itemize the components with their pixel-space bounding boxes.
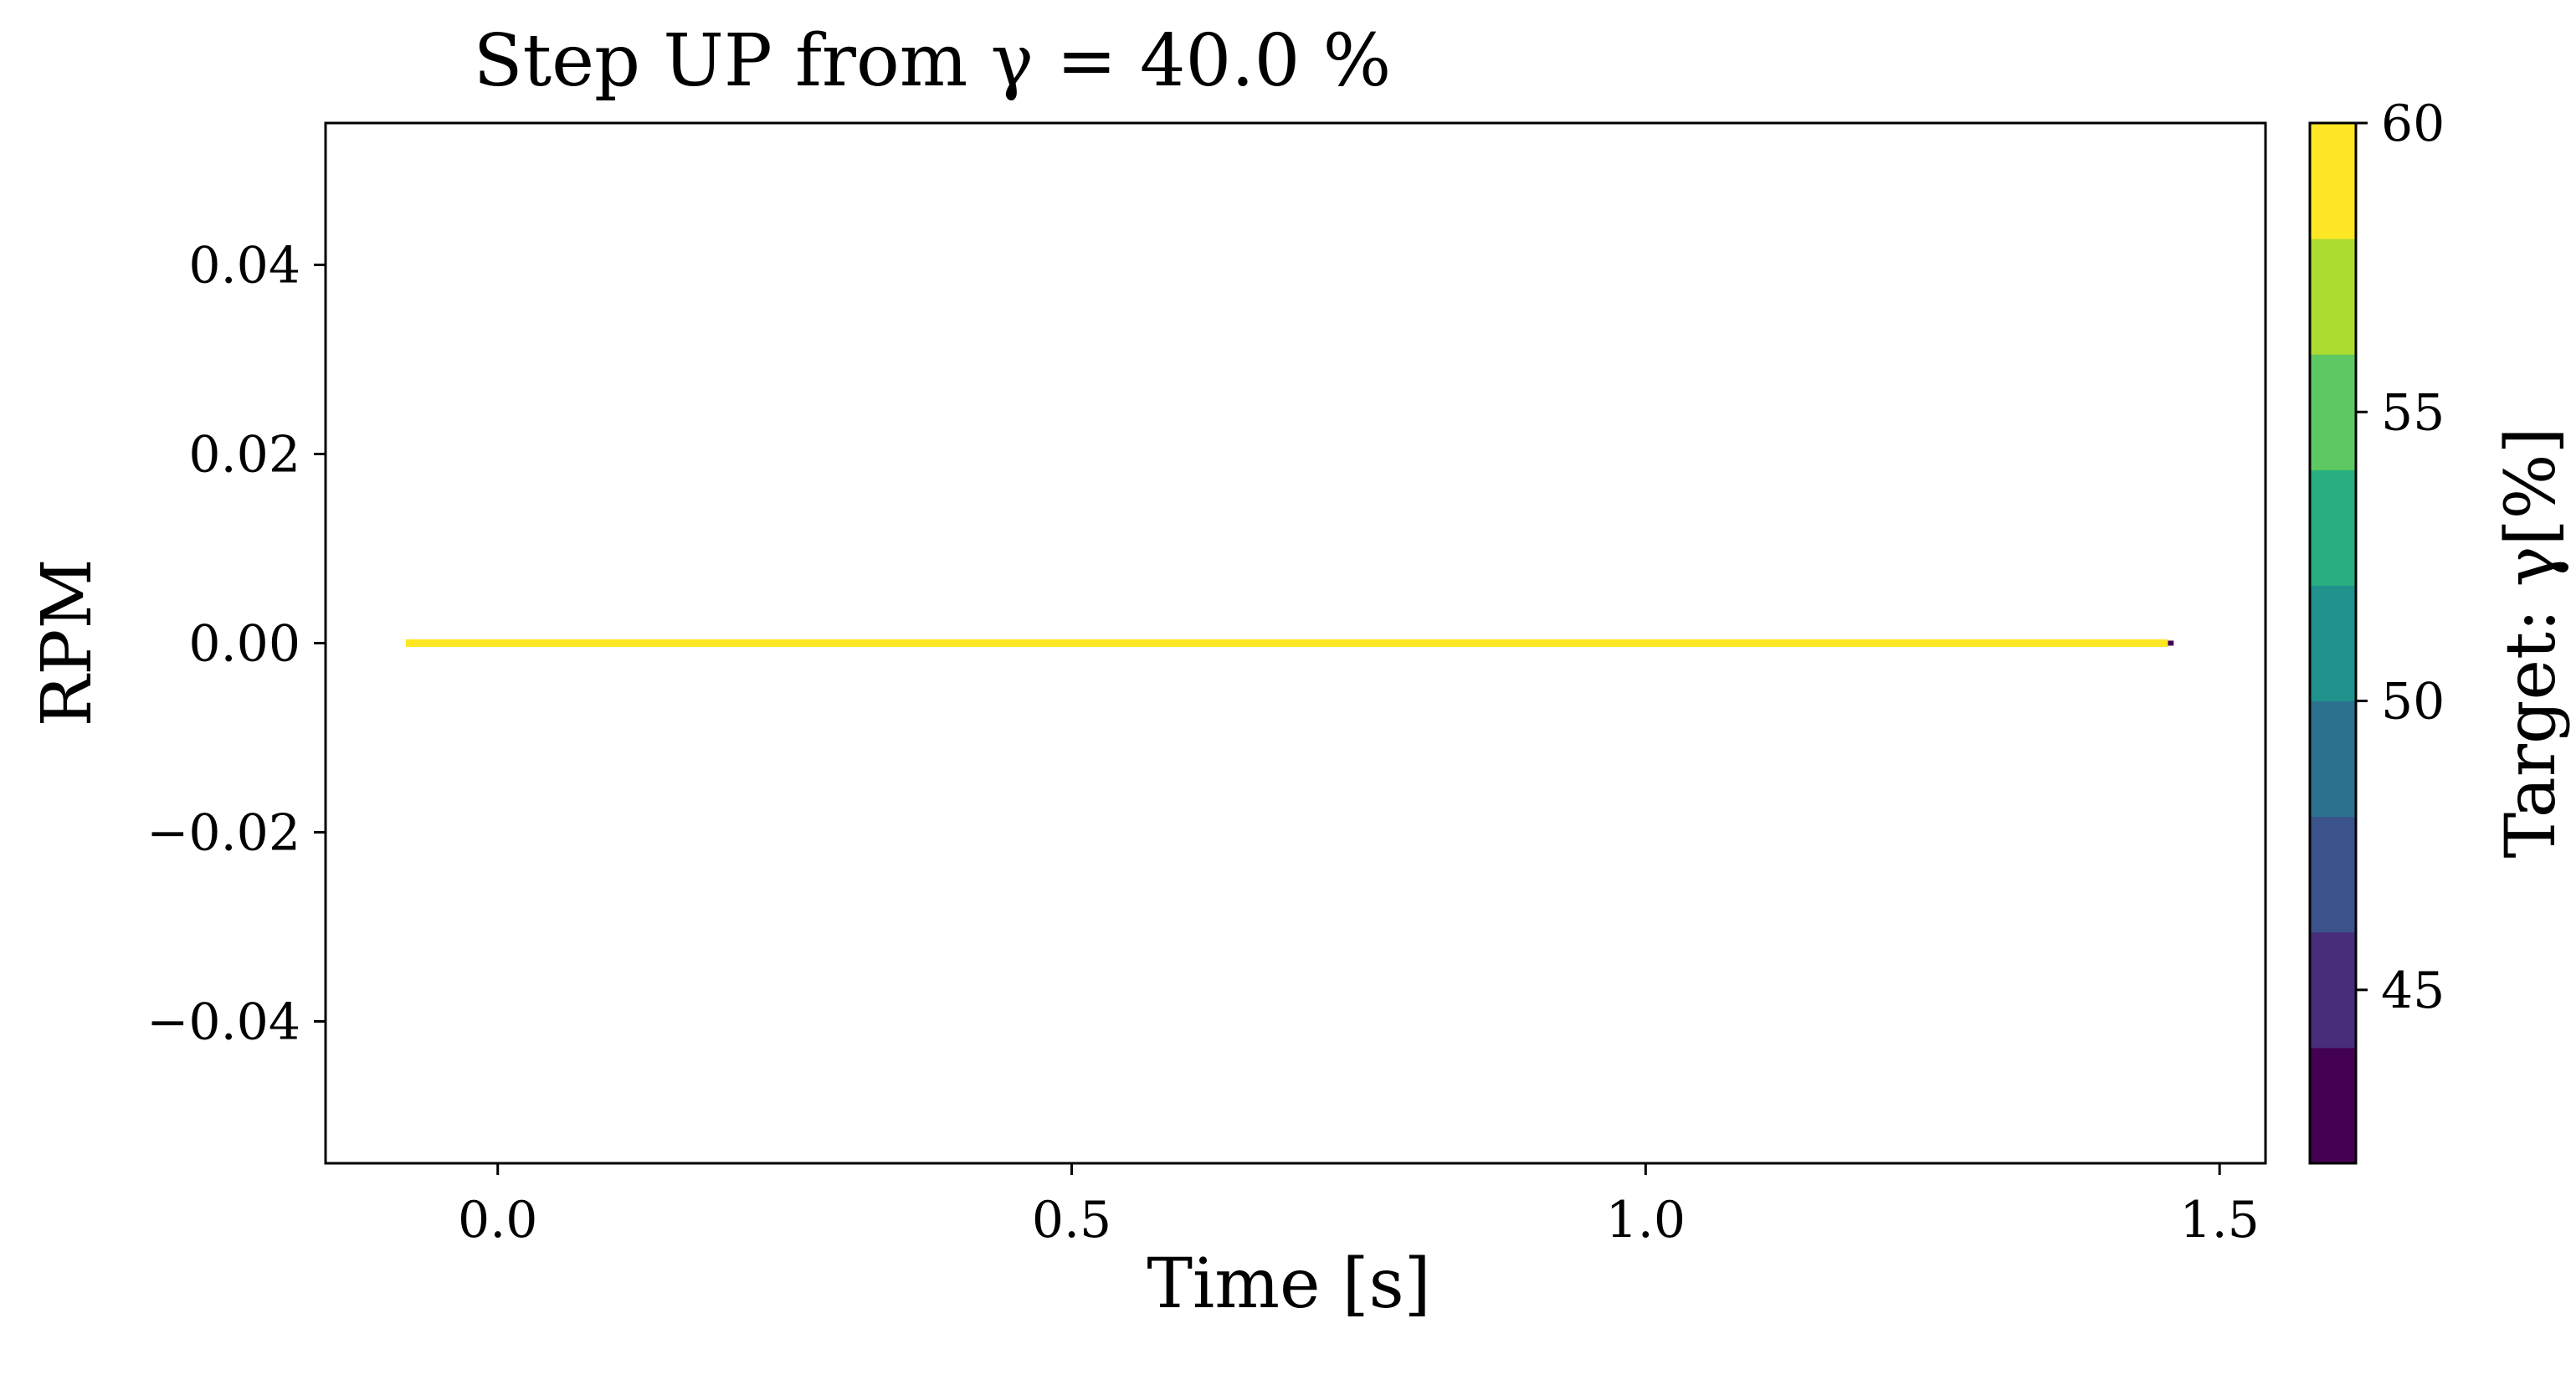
x-tick-label: 1.5 xyxy=(2179,1191,2259,1249)
x-tick-label: 0.0 xyxy=(458,1191,537,1249)
colorbar-tick-label: 60 xyxy=(2381,95,2445,153)
colorbar-level xyxy=(2310,1047,2356,1164)
colorbar-frame xyxy=(2308,121,2358,1165)
colorbar-level xyxy=(2310,239,2356,355)
colorbar-level xyxy=(2310,469,2356,586)
colorbar-level xyxy=(2310,700,2356,818)
y-tick-label: 0.04 xyxy=(188,237,300,295)
plot-area xyxy=(324,121,2267,1165)
x-tick-label: 0.5 xyxy=(1032,1191,1111,1249)
x-tick-label: 1.0 xyxy=(1606,1191,1686,1249)
colorbar-tick-label: 55 xyxy=(2381,383,2445,442)
y-axis-label: RPM xyxy=(28,559,107,727)
colorbar-label: Target: γ[%] xyxy=(2491,428,2571,859)
colorbar-level xyxy=(2310,354,2356,470)
colorbar-level xyxy=(2310,931,2356,1049)
x-axis-label: Time [s] xyxy=(1147,1244,1430,1324)
colorbar-level xyxy=(2310,123,2356,239)
colorbar-tick-label: 45 xyxy=(2381,962,2445,1020)
y-axis: 0.04 0.02 0.00 −0.02 −0.04 xyxy=(146,237,326,1052)
colorbar-level xyxy=(2310,816,2356,933)
colorbar-tick-label: 50 xyxy=(2381,673,2445,731)
x-axis: 0.0 0.5 1.0 1.5 xyxy=(458,1163,2260,1249)
colorbar-level xyxy=(2310,585,2356,702)
colorbar: 45 50 55 60 xyxy=(2308,95,2445,1165)
y-tick-label: 0.02 xyxy=(188,426,300,485)
y-tick-label: 0.00 xyxy=(188,615,300,674)
y-tick-label: −0.04 xyxy=(146,993,300,1052)
chart-title: Step UP from γ = 40.0 % xyxy=(474,19,1392,103)
y-tick-label: −0.02 xyxy=(146,804,300,863)
